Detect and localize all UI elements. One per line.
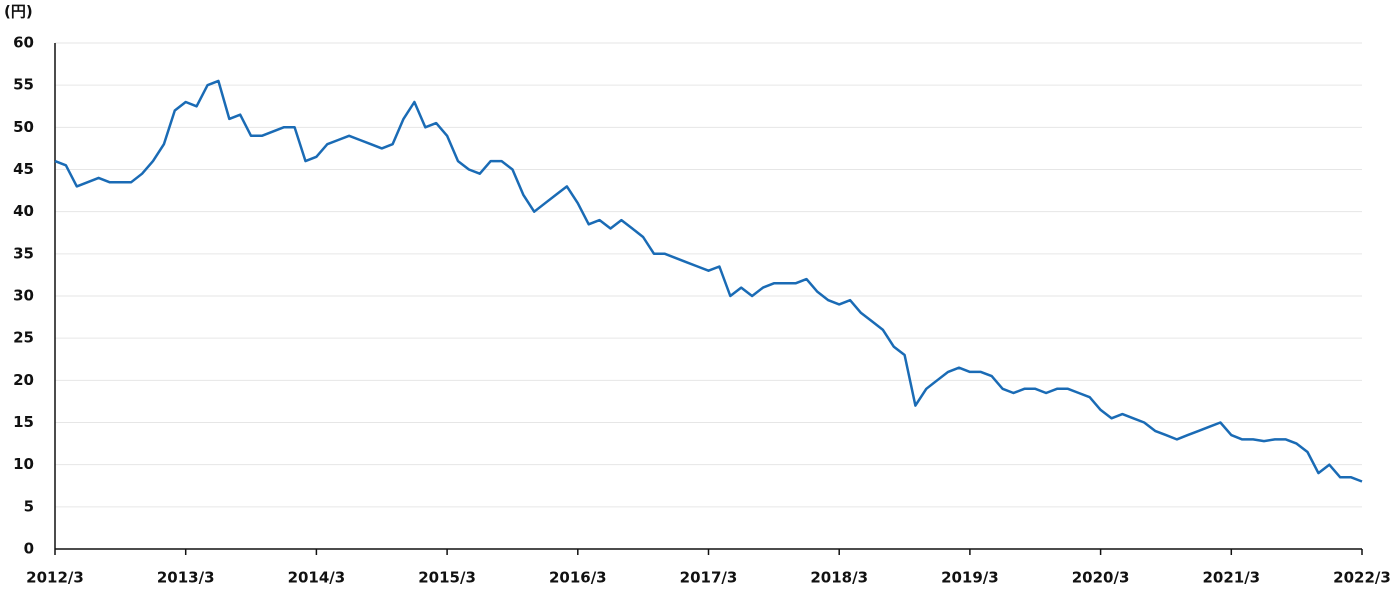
y-tick-label: 20 bbox=[13, 371, 34, 389]
x-tick-label: 2013/3 bbox=[157, 569, 215, 587]
series-line bbox=[54, 79, 1363, 483]
y-tick-label: 5 bbox=[24, 497, 34, 515]
y-tick-label: 35 bbox=[13, 244, 34, 262]
y-tick-label: 55 bbox=[13, 76, 34, 94]
x-tick-label: 2021/3 bbox=[1202, 569, 1260, 587]
x-tick-label: 2018/3 bbox=[810, 569, 868, 587]
x-tick-label: 2020/3 bbox=[1072, 569, 1130, 587]
x-tick-label: 2012/3 bbox=[26, 569, 84, 587]
y-tick-label: 45 bbox=[13, 160, 34, 178]
x-tick-label: 2017/3 bbox=[680, 569, 738, 587]
y-tick-label: 60 bbox=[13, 34, 34, 52]
x-tick-label: 2016/3 bbox=[549, 569, 607, 587]
y-tick-label: 50 bbox=[13, 118, 34, 136]
y-tick-label: 25 bbox=[13, 329, 34, 347]
y-unit: (円) bbox=[4, 3, 33, 21]
x-tick-label: 2014/3 bbox=[288, 569, 346, 587]
y-tick-label: 30 bbox=[13, 287, 34, 305]
y-tick-label: 15 bbox=[13, 413, 34, 431]
x-tick-label: 2022/3 bbox=[1333, 569, 1391, 587]
y-tick-label: 10 bbox=[13, 455, 34, 473]
y-tick-label: 40 bbox=[13, 202, 34, 220]
x-tick-label: 2019/3 bbox=[941, 569, 999, 587]
x-tick-label: 2015/3 bbox=[418, 569, 476, 587]
y-tick-label: 0 bbox=[24, 540, 34, 558]
